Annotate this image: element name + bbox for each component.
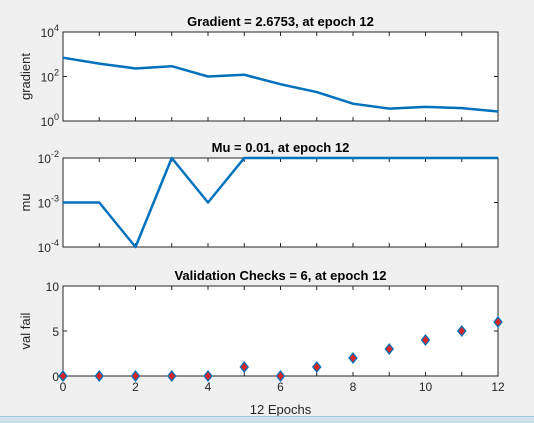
val-fail-point — [94, 370, 105, 382]
gradient-series-line — [62, 56, 499, 113]
mu-series-line — [63, 156, 498, 249]
gradient-y-tick-label: 100 — [41, 112, 59, 129]
val-fail-plot-area — [62, 285, 499, 377]
val-fail-x-tick-label: 2 — [132, 380, 139, 394]
val-fail-point — [384, 343, 395, 355]
val-fail-point — [58, 370, 68, 382]
val-fail-x-label: 12 Epochs — [250, 402, 312, 417]
val-fail-y-tick-label: 5 — [52, 325, 59, 339]
val-fail-point — [130, 370, 141, 382]
window-bottom-strip — [0, 416, 534, 423]
val-fail-point — [239, 361, 250, 373]
mu-axes: 10-4 10-3 10-2 Mu = 0.01, at epoch 12 mu — [18, 140, 499, 255]
val-fail-point — [203, 370, 213, 382]
val-fail-point — [166, 370, 177, 382]
val-fail-y-tick-label: 10 — [46, 280, 60, 294]
mu-y-tick-label: 10-4 — [38, 238, 59, 255]
gradient-y-tick-label: 104 — [41, 23, 59, 40]
mu-y-tick-label: 10-3 — [38, 194, 59, 211]
val-fail-y-label: val fail — [18, 312, 33, 349]
mu-title: Mu = 0.01, at epoch 12 — [212, 140, 350, 155]
gradient-title: Gradient = 2.6753, at epoch 12 — [187, 14, 374, 29]
gradient-y-label: gradient — [18, 53, 33, 100]
mu-plot-area — [62, 157, 499, 248]
val-fail-axes: 0 5 10 Validation Checks = 6, at epoch 12 va… — [18, 268, 505, 417]
val-fail-point — [420, 334, 431, 346]
mu-y-label: mu — [18, 193, 33, 211]
val-fail-x-tick-label: 4 — [205, 380, 212, 394]
val-fail-point — [348, 352, 358, 364]
val-fail-x-tick-label: 12 — [491, 380, 505, 394]
mu-y-tick-label: 10-2 — [38, 149, 59, 166]
val-fail-point — [493, 316, 503, 328]
val-fail-point — [456, 325, 467, 337]
val-fail-x-tick-label: 6 — [277, 380, 284, 394]
val-fail-title: Validation Checks = 6, at epoch 12 — [174, 268, 386, 283]
val-fail-y-tick-label: 0 — [52, 370, 59, 384]
gradient-y-tick-label: 102 — [41, 68, 59, 85]
gradient-axes: 100 102 104 Gradient = 2.6753, at epoch 12 g… — [18, 14, 499, 129]
val-fail-x-tick-label: 10 — [419, 380, 433, 394]
val-fail-x-tick-label: 0 — [60, 380, 67, 394]
val-fail-point — [275, 370, 286, 382]
val-fail-x-tick-label: 8 — [350, 380, 357, 394]
val-fail-point — [311, 361, 322, 373]
